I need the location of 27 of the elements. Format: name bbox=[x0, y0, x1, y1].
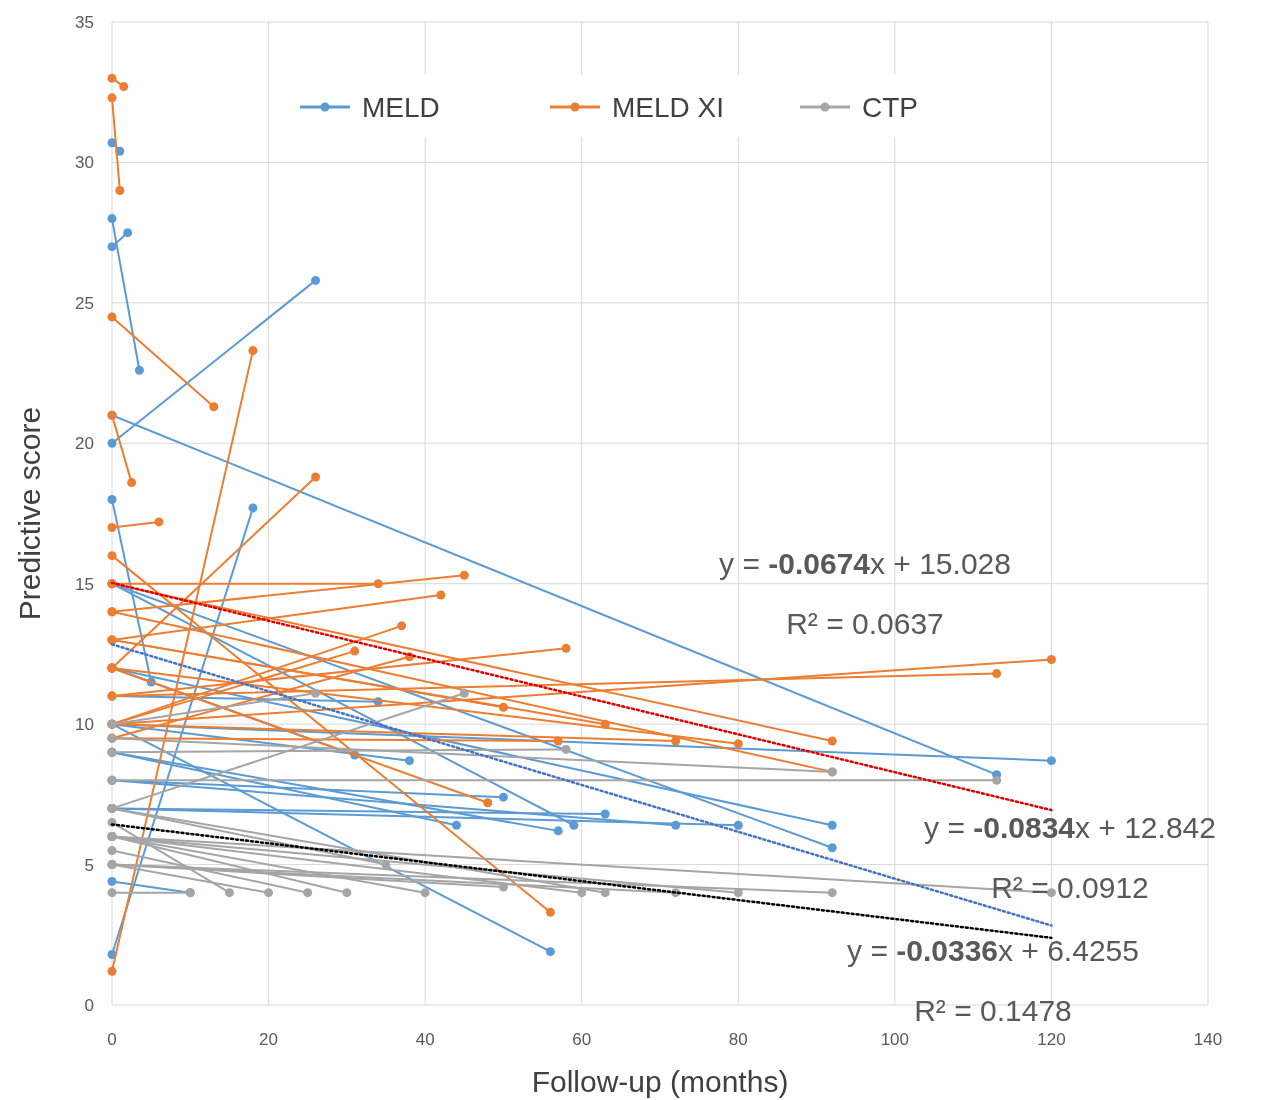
annotation: y = -0.0336x + 6.4255 bbox=[847, 934, 1139, 967]
annotation: R² = 0.0912 bbox=[991, 871, 1149, 904]
x-tick-label: 120 bbox=[1037, 1030, 1066, 1049]
x-tick-label: 140 bbox=[1193, 1030, 1223, 1049]
x-tick-label: 40 bbox=[415, 1030, 435, 1049]
annotation: y = -0.0674x + 15.028 bbox=[719, 547, 1011, 580]
y-tick-label: 0 bbox=[84, 996, 94, 1015]
x-tick-label: 0 bbox=[107, 1030, 117, 1049]
x-axis-title: Follow-up (months) bbox=[531, 1065, 789, 1098]
y-tick-label: 30 bbox=[75, 153, 94, 173]
y-tick-label: 20 bbox=[75, 434, 94, 454]
x-tick-label: 80 bbox=[728, 1030, 748, 1049]
x-tick-label: 100 bbox=[880, 1030, 910, 1049]
legend-label: MELD XI bbox=[612, 92, 725, 123]
y-tick-label: 35 bbox=[75, 13, 94, 32]
annotation: R² = 0.0637 bbox=[786, 607, 944, 640]
x-tick-label: 60 bbox=[572, 1030, 592, 1049]
y-tick-label: 25 bbox=[75, 293, 94, 313]
y-tick-label: 5 bbox=[84, 855, 94, 875]
annotation: y = -0.0834x + 12.842 bbox=[924, 811, 1216, 844]
legend-label: CTP bbox=[862, 92, 918, 123]
y-axis-title: Predictive score bbox=[13, 406, 46, 621]
legend-label: MELD bbox=[362, 92, 440, 123]
annotation: R² = 0.1478 bbox=[914, 994, 1072, 1027]
y-tick-label: 10 bbox=[75, 715, 94, 735]
x-tick-label: 20 bbox=[259, 1030, 279, 1049]
y-tick-label: 15 bbox=[75, 574, 94, 594]
